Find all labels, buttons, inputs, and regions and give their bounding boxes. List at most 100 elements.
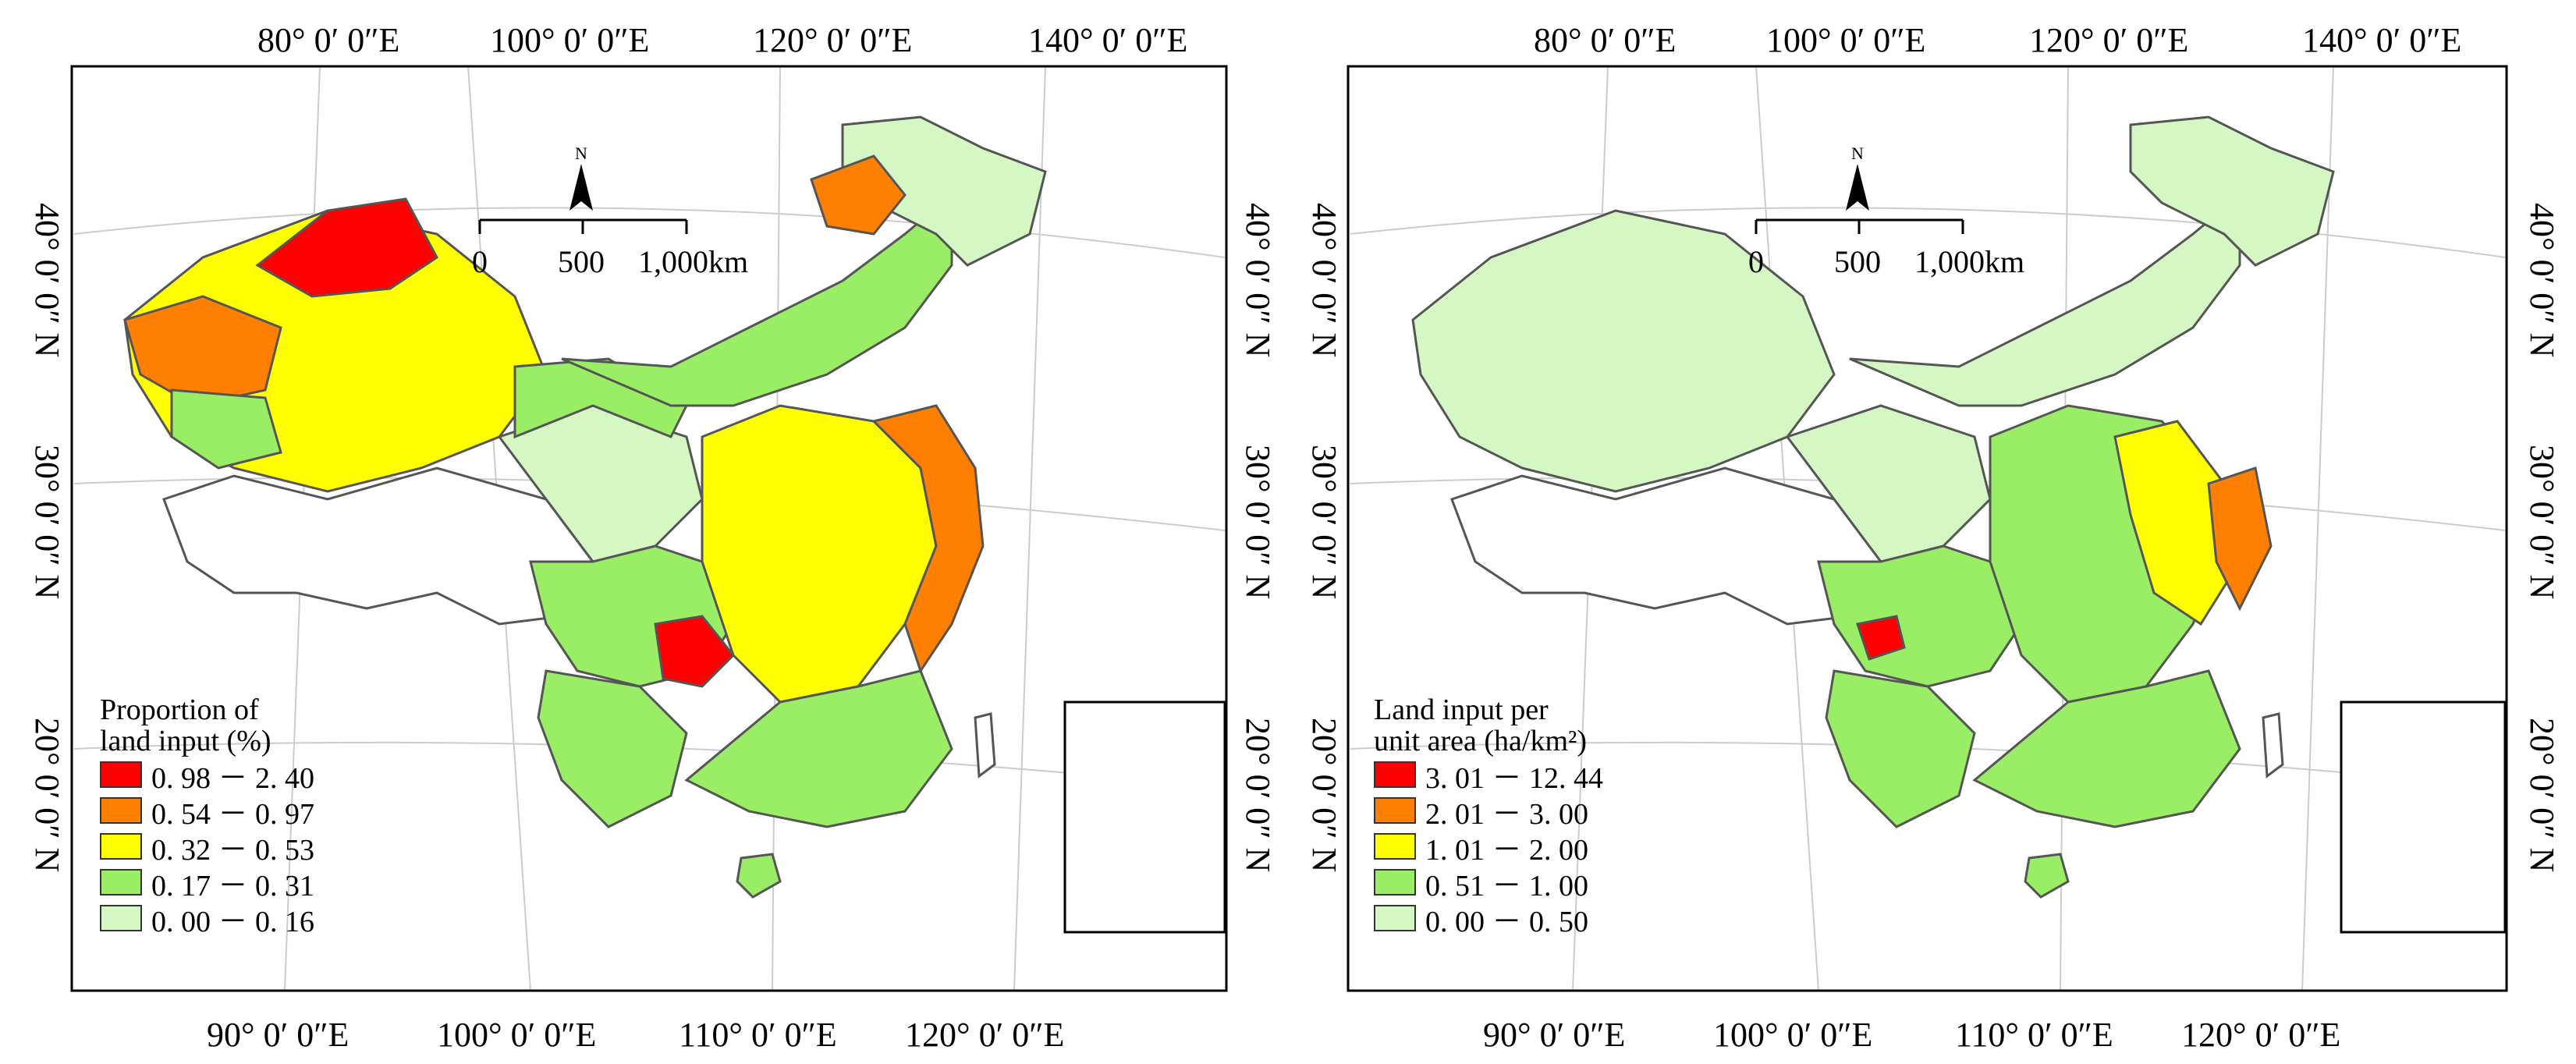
legend-title: Proportion of land input (%) <box>100 693 271 757</box>
top-lon-label: 120° 0′ 0″E <box>2029 21 2189 59</box>
region-gansu <box>513 357 688 439</box>
top-lon-label: 120° 0′ 0″E <box>753 21 913 59</box>
china-regions <box>1411 115 2335 899</box>
legend-swatch <box>100 797 142 824</box>
legend-item: 3. 01 － 12. 44 <box>1374 757 1604 795</box>
legend-swatch <box>100 761 142 788</box>
region-yunnan <box>537 669 688 828</box>
legend-label: 1. 01 － 2. 00 <box>1425 833 1589 867</box>
legend-swatch <box>100 905 142 931</box>
top-lon-label: 100° 0′ 0″E <box>1766 21 1926 59</box>
legend-label: 0. 17 － 0. 31 <box>151 869 315 903</box>
scale-label-500: 500 <box>558 244 605 279</box>
scale-label-500: 500 <box>1834 244 1881 279</box>
region-heilongjiang <box>2129 115 2335 267</box>
left-lat-label: 20° 0′ 0″ N <box>1305 718 1343 873</box>
legend: Land input per unit area (ha/km²) 3. 01 … <box>1374 693 1604 938</box>
right-lat-label: 30° 0′ 0″ N <box>2523 445 2561 600</box>
legend-label: 0. 00 － 0. 50 <box>1425 905 1589 938</box>
legend-label: 0. 32 － 0. 53 <box>151 833 315 867</box>
legend-item: 0. 51 － 1. 00 <box>1374 864 1603 903</box>
region-yunnan <box>1825 669 1976 828</box>
legend-label: 0. 98 － 2. 40 <box>151 761 315 795</box>
region-xinjiang-sw <box>170 388 282 470</box>
legend-item: 1. 01 － 2. 00 <box>1374 828 1603 867</box>
north-arrow <box>1846 164 1869 211</box>
scale-bar <box>1755 218 1964 234</box>
region-chongqing <box>654 615 736 688</box>
region-west <box>1411 209 1836 493</box>
choropleth-map <box>70 65 1228 992</box>
left-lat-label: 30° 0′ 0″ N <box>28 445 66 600</box>
choropleth-map <box>1347 65 2508 992</box>
region-xinjiang-west <box>123 295 282 407</box>
right-lat-label: 40° 0′ 0″ N <box>1239 203 1277 358</box>
region-chengdu <box>1856 615 1906 661</box>
legend-title: Land input per unit area (ha/km²) <box>1374 693 1588 757</box>
bottom-lon-label: 90° 0′ 0″E <box>207 1016 349 1054</box>
scale-label-1000km: 1,000km <box>1914 244 2025 279</box>
right-lat-label: 40° 0′ 0″ N <box>2523 203 2561 358</box>
legend-label: 2. 01 － 3. 00 <box>1425 797 1589 831</box>
map-frame <box>70 65 1228 992</box>
legend-item: 0. 00 － 0. 50 <box>1374 900 1603 938</box>
bottom-lon-label: 90° 0′ 0″E <box>1483 1016 1626 1054</box>
scale-bar <box>478 218 688 234</box>
region-inner-mongolia <box>1849 192 2241 407</box>
legend-item: 2. 01 － 3. 00 <box>1374 793 1603 831</box>
bottom-lon-label: 100° 0′ 0″E <box>437 1016 597 1054</box>
legend-label: 0. 54 － 0. 97 <box>151 797 315 831</box>
scale-label-0: 0 <box>1748 244 1764 279</box>
top-lon-label: 140° 0′ 0″E <box>2302 21 2462 59</box>
right-lat-label: 20° 0′ 0″ N <box>1239 718 1277 873</box>
region-northeast-orange <box>810 154 907 236</box>
legend-item: 0. 00 － 0. 16 <box>100 900 314 938</box>
top-lon-label: 80° 0′ 0″E <box>1534 21 1677 59</box>
legend-item: 0. 17 － 0. 31 <box>100 864 314 903</box>
south-china-sea-inset <box>1063 700 1226 934</box>
legend-swatch <box>1374 761 1416 788</box>
top-lon-label: 100° 0′ 0″E <box>490 21 650 59</box>
legend-item: 0. 54 － 0. 97 <box>100 793 314 831</box>
scale-label-0: 0 <box>472 244 488 279</box>
china-regions <box>123 115 1047 899</box>
left-lat-label: 40° 0′ 0″ N <box>28 203 66 358</box>
north-label: N <box>575 144 587 163</box>
region-taiwan <box>974 712 996 778</box>
region-tibet <box>1450 466 1882 626</box>
map-panel-land-input-per-unit-area: N 0 500 1,000km 80° 0′ 0″E 100° 0′ 0″E 1… <box>1288 0 2576 1064</box>
legend: Proportion of land input (%) 0. 98 － 2. … <box>100 693 315 938</box>
legend-item: 0. 98 － 2. 40 <box>100 757 315 795</box>
legend-swatch <box>1374 905 1416 931</box>
legend-label: 0. 00 － 0. 16 <box>151 905 315 938</box>
right-lat-label: 20° 0′ 0″ N <box>2523 718 2561 873</box>
north-label: N <box>1851 144 1864 163</box>
region-southeast <box>684 669 953 828</box>
legend-swatch <box>100 869 142 896</box>
bottom-lon-label: 110° 0′ 0″E <box>679 1016 837 1054</box>
region-tibet <box>162 466 594 626</box>
right-lat-label: 30° 0′ 0″ N <box>1239 445 1277 600</box>
region-southeast <box>1972 669 2241 828</box>
region-east-yellow <box>2113 420 2241 626</box>
bottom-lon-label: 100° 0′ 0″E <box>1713 1016 1873 1054</box>
map-panel-land-input-proportion: N 0 500 1,000km 80° 0′ 0″E 100° 0′ 0″E 1… <box>28 21 1277 1054</box>
region-coast-orange <box>2207 466 2273 612</box>
legend-swatch <box>1374 869 1416 896</box>
legend-item: 0. 32 － 0. 53 <box>100 828 314 867</box>
south-china-sea-inset <box>2340 700 2507 934</box>
legend-label: 0. 51 － 1. 00 <box>1425 869 1589 903</box>
legend-swatch <box>1374 797 1416 824</box>
top-lon-label: 140° 0′ 0″E <box>1028 21 1188 59</box>
left-lat-label: 40° 0′ 0″ N <box>1305 203 1343 358</box>
region-east <box>871 404 985 674</box>
bottom-lon-label: 110° 0′ 0″E <box>1955 1016 2113 1054</box>
region-inner-mongolia <box>561 192 953 407</box>
legend-swatch <box>1374 833 1416 860</box>
bottom-lon-label: 120° 0′ 0″E <box>2181 1016 2341 1054</box>
left-lat-label: 20° 0′ 0″ N <box>28 718 66 873</box>
region-hainan <box>2024 853 2070 899</box>
scale-label-1000km: 1,000km <box>638 244 749 279</box>
left-lat-label: 30° 0′ 0″ N <box>1305 445 1343 600</box>
legend-label: 3. 01 － 12. 44 <box>1425 761 1604 795</box>
